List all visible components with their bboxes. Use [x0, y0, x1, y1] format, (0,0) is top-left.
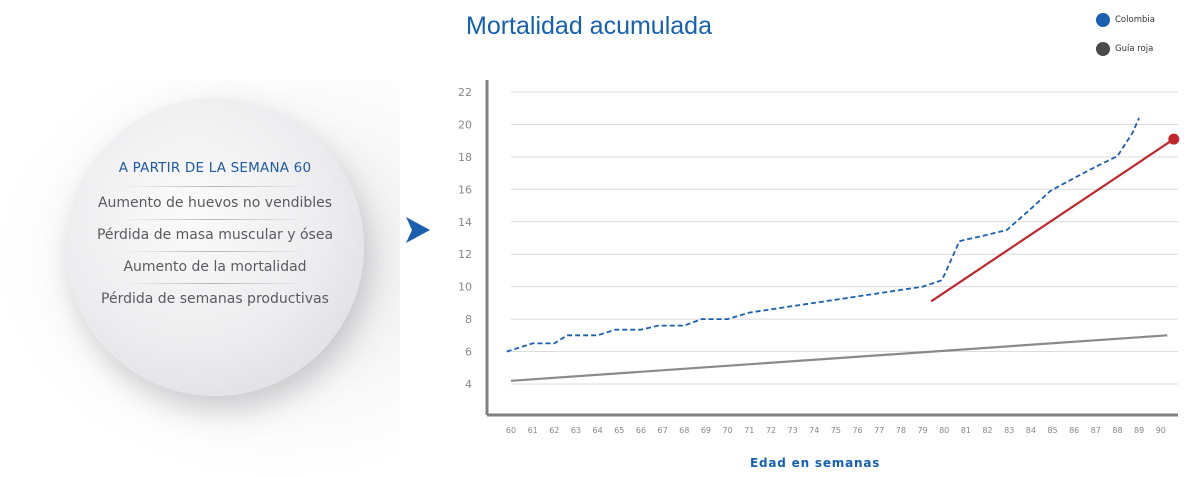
legend-label-guia-roja: Guía roja	[1115, 44, 1154, 54]
x-tick-label: 83	[1004, 426, 1014, 435]
x-tick-label: 60	[506, 426, 516, 435]
series-trend-line	[930, 138, 1175, 303]
x-tick-label: 84	[1026, 426, 1036, 435]
panel-item-2: Pérdida de masa muscular y ósea	[96, 227, 334, 243]
x-tick-label: 81	[961, 426, 971, 435]
x-tick-label: 90	[1156, 426, 1166, 435]
panel-item-4: Pérdida de semanas productivas	[101, 291, 329, 307]
legend-guia-roja[interactable]: Guía roja	[1096, 42, 1153, 56]
x-tick-label: 76	[852, 426, 862, 435]
y-tick-label: 8	[465, 313, 472, 326]
y-tick-label: 20	[458, 118, 472, 131]
x-tick-label: 80	[939, 426, 949, 435]
legend-swatch-guia-roja	[1096, 42, 1110, 56]
y-tick-label: 22	[458, 86, 472, 99]
x-tick-label: 62	[549, 426, 559, 435]
divider	[121, 283, 309, 284]
x-tick-label: 86	[1069, 426, 1079, 435]
panel-item-1: Aumento de huevos no vendibles	[97, 195, 333, 211]
x-tick-label: 73	[787, 426, 797, 435]
x-tick-label: 79	[917, 426, 927, 435]
x-tick-label: 69	[701, 426, 711, 435]
x-tick-label: 89	[1134, 426, 1144, 435]
y-tick-label: 16	[458, 183, 472, 196]
x-tick-label: 70	[723, 426, 733, 435]
x-tick-label: 65	[614, 426, 624, 435]
y-tick-label: 14	[458, 216, 472, 229]
x-tick-label: 77	[874, 426, 884, 435]
x-tick-label: 88	[1112, 426, 1122, 435]
panel-heading: A PARTIR DE LA SEMANA 60	[118, 160, 312, 176]
info-circle	[66, 98, 364, 396]
x-tick-label: 64	[593, 426, 603, 435]
x-tick-label: 82	[982, 426, 992, 435]
divider	[121, 186, 309, 187]
x-axis-label: Edad en semanas	[750, 456, 881, 470]
x-tick-label: 72	[766, 426, 776, 435]
series-colombia-line	[506, 117, 1140, 353]
y-tick-label: 4	[465, 378, 472, 391]
y-tick-label: 10	[458, 281, 472, 294]
x-tick-label: 87	[1091, 426, 1101, 435]
x-tick-label: 75	[831, 426, 841, 435]
legend-label-colombia: Colombia	[1115, 15, 1155, 25]
x-tick-label: 71	[744, 426, 754, 435]
x-tick-label: 78	[896, 426, 906, 435]
x-tick-label: 74	[809, 426, 819, 435]
x-tick-label: 67	[658, 426, 668, 435]
series-trend-end-marker	[1168, 133, 1180, 145]
y-tick-label: 6	[465, 346, 472, 359]
x-tick-label: 68	[679, 426, 689, 435]
chart-title: Mortalidad acumulada	[466, 12, 712, 40]
x-tick-label: 85	[1047, 426, 1057, 435]
y-tick-label: 12	[458, 248, 472, 261]
divider	[121, 219, 309, 220]
legend-swatch-colombia	[1096, 13, 1110, 27]
x-tick-label: 61	[528, 426, 538, 435]
legend-colombia[interactable]: Colombia	[1096, 13, 1155, 27]
arrow-right-icon	[406, 217, 430, 243]
panel-item-3: Aumento de la mortalidad	[123, 259, 307, 275]
y-tick-label: 18	[458, 151, 472, 164]
x-tick-label: 63	[571, 426, 581, 435]
divider	[121, 251, 309, 252]
x-tick-label: 66	[636, 426, 646, 435]
series-guia-roja-line	[510, 334, 1168, 382]
